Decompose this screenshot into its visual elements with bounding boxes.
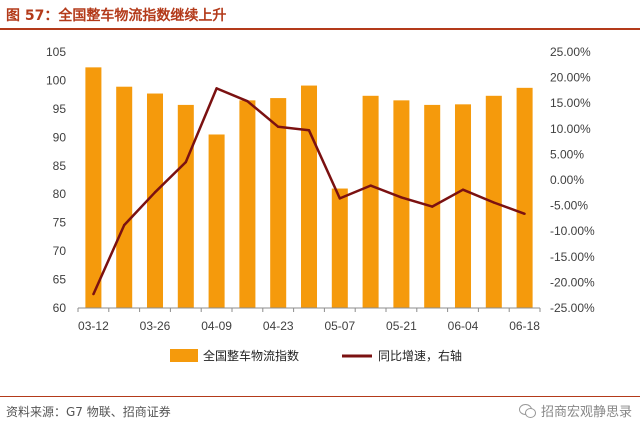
x-tick-label: 05-21 <box>386 319 417 333</box>
bar <box>208 134 225 308</box>
bar-line-chart: 60 65 70 75 80 85 90 95 100 105 25.00% 20.00% 15.00… <box>46 45 595 363</box>
bar-series <box>85 67 533 309</box>
left-y-tick-label: 90 <box>53 130 67 144</box>
bar <box>331 188 348 308</box>
line-point <box>400 196 403 199</box>
x-tick-label: 06-18 <box>509 319 540 333</box>
bar <box>393 100 410 308</box>
x-tick-label: 03-12 <box>78 319 109 333</box>
bar <box>270 98 287 308</box>
line-point <box>92 292 95 296</box>
line-point <box>369 184 372 187</box>
line-point <box>153 191 157 194</box>
line-point <box>307 129 311 132</box>
x-tick-label: 05-07 <box>324 319 355 333</box>
right-y-axis: 25.00% 20.00% 15.00% 10.00% 5.00% 0.00% -5.00%… <box>550 45 595 315</box>
bar <box>116 86 133 308</box>
x-tick-label: 06-04 <box>448 319 479 333</box>
x-tick-label: 04-23 <box>263 319 294 333</box>
left-y-tick-label: 100 <box>46 73 66 87</box>
line-point <box>277 125 280 128</box>
watermark-text: 招商宏观静思录 <box>540 405 632 420</box>
line-point <box>461 188 465 191</box>
line-series <box>92 87 526 296</box>
right-y-tick-label: -10.00% <box>550 224 595 238</box>
right-y-tick-label: -15.00% <box>550 250 595 264</box>
bar <box>300 85 318 308</box>
legend-bar-label: 全国整车物流指数 <box>203 348 299 363</box>
line-point <box>523 212 526 215</box>
left-y-tick-label: 85 <box>53 159 67 173</box>
legend-bar-swatch <box>170 349 198 362</box>
right-y-tick-label: -20.00% <box>550 275 595 289</box>
chart-legend: 全国整车物流指数 同比增速，右轴 <box>170 348 462 363</box>
bar <box>239 100 256 308</box>
source-note: 资料来源：G7 物联、招商证券 <box>6 405 171 419</box>
bar <box>362 95 379 308</box>
left-y-tick-label: 105 <box>46 45 66 59</box>
bar <box>177 104 194 308</box>
watermark: 招商宏观静思录 <box>518 401 632 420</box>
x-tick-label: 03-26 <box>140 319 171 333</box>
footer-divider <box>0 396 640 397</box>
right-y-tick-label: 15.00% <box>550 96 591 110</box>
right-y-tick-label: 20.00% <box>550 71 591 85</box>
left-y-tick-label: 80 <box>53 187 67 201</box>
x-axis: 03-12 03-26 04-09 04-23 05-07 05-21 06-04 06-18 <box>77 307 541 333</box>
left-y-tick-label: 65 <box>53 273 67 287</box>
left-y-axis: 60 65 70 75 80 85 90 95 100 105 <box>46 45 66 315</box>
left-y-tick-label: 70 <box>53 244 67 258</box>
bar <box>146 93 164 308</box>
right-y-tick-label: 25.00% <box>550 45 591 59</box>
line-point <box>123 223 126 227</box>
line-point <box>184 160 187 164</box>
line-point <box>492 201 495 204</box>
wechat-icon <box>518 403 537 418</box>
left-y-tick-label: 60 <box>53 301 67 315</box>
left-y-tick-label: 75 <box>53 216 67 230</box>
bar <box>454 104 472 309</box>
line-point <box>338 197 341 200</box>
right-y-tick-label: -25.00% <box>550 301 595 315</box>
bar <box>516 87 533 308</box>
legend-line-label: 同比增速，右轴 <box>378 348 462 363</box>
right-y-tick-label: 0.00% <box>550 173 584 187</box>
line-point <box>215 87 218 90</box>
figure-title: 图 57：全国整车物流指数继续上升 <box>6 8 227 24</box>
line-point <box>431 205 434 208</box>
right-y-tick-label: 10.00% <box>550 122 591 136</box>
bar <box>85 67 102 308</box>
x-tick-label: 04-09 <box>201 319 232 333</box>
header-divider <box>0 28 640 30</box>
right-y-tick-label: -5.00% <box>550 199 588 213</box>
left-y-tick-label: 95 <box>53 102 67 116</box>
right-y-tick-label: 5.00% <box>550 147 584 161</box>
line-point <box>246 99 249 103</box>
figure-header: 图 57：全国整车物流指数继续上升 <box>0 0 640 34</box>
